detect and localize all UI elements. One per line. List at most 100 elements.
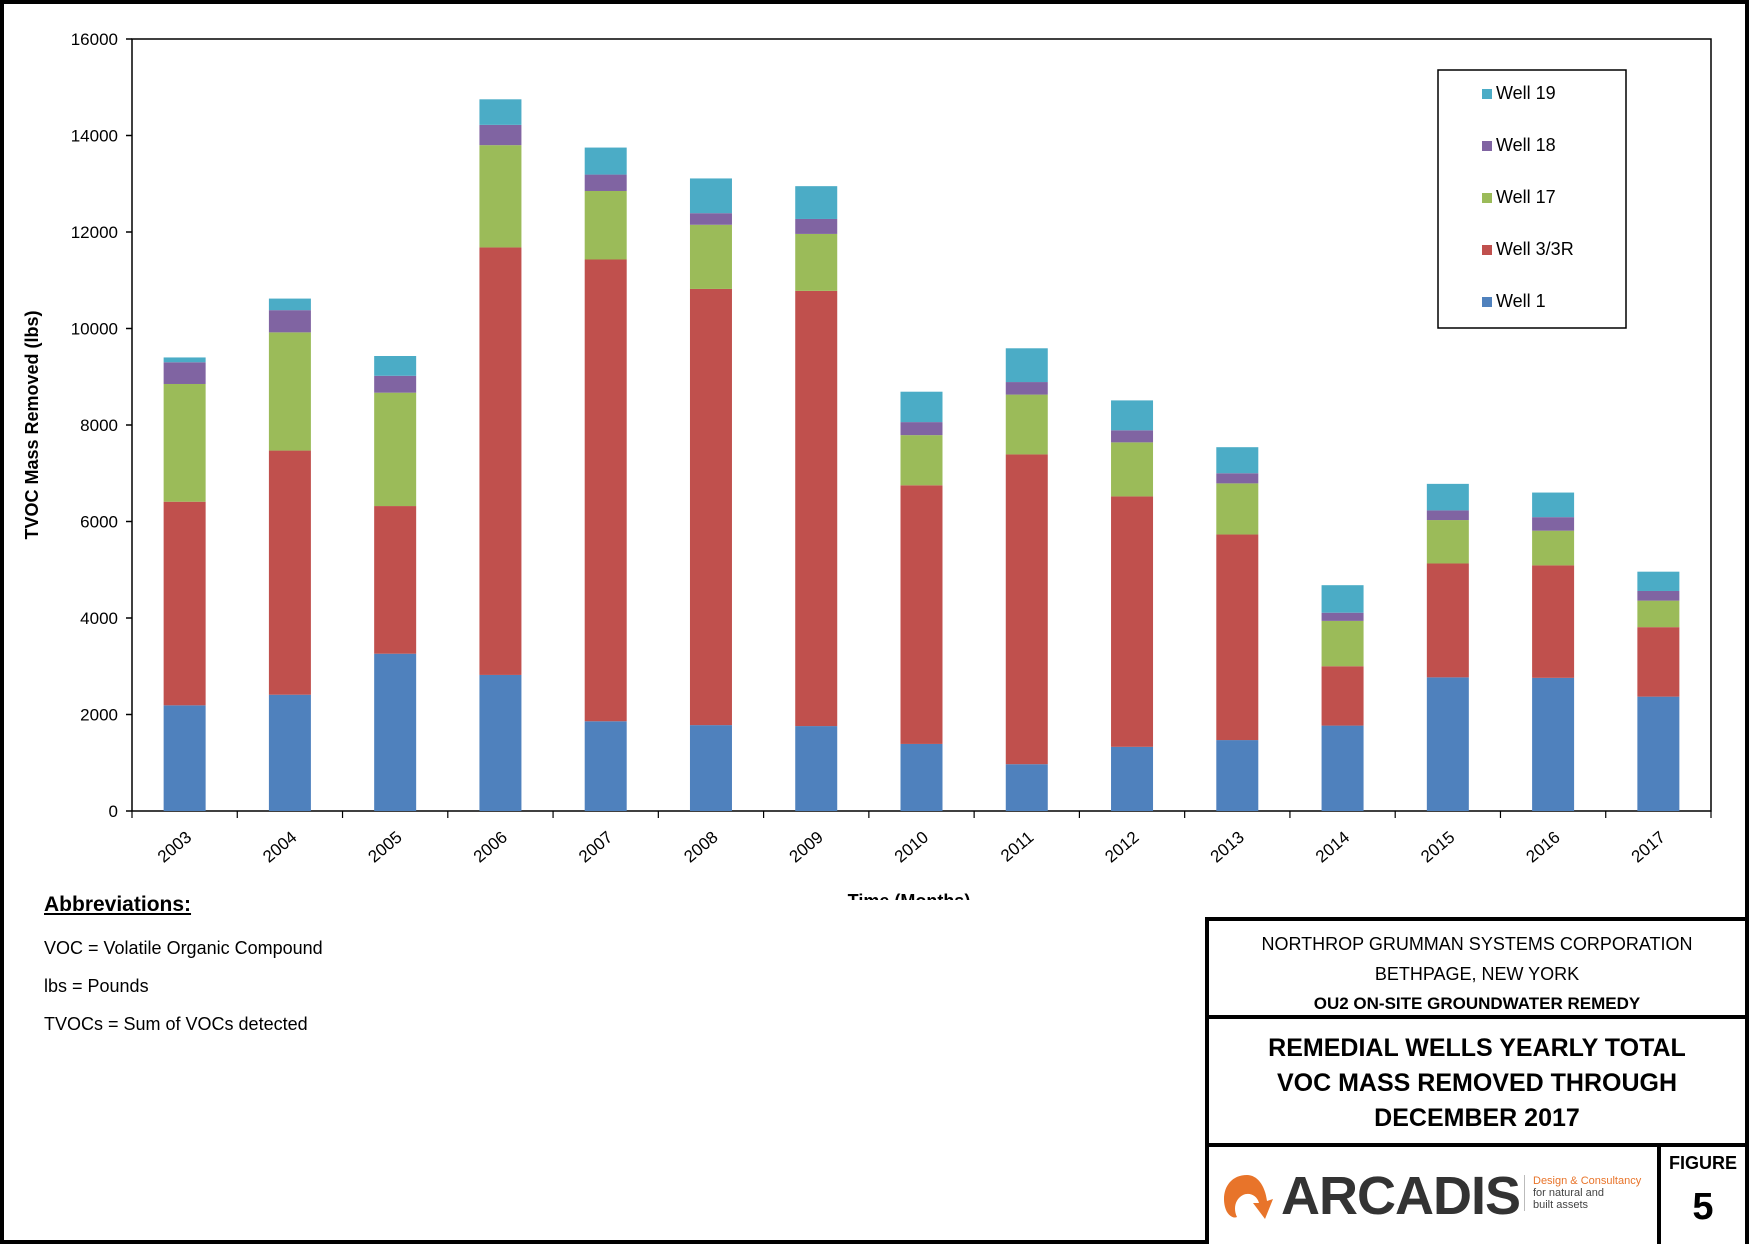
location: BETHPAGE, NEW YORK bbox=[1374, 964, 1580, 984]
y-tick-label: 0 bbox=[109, 802, 118, 821]
project-name: OU2 ON-SITE GROUNDWATER REMEDY bbox=[1313, 994, 1641, 1013]
bar-segment-well-17 bbox=[268, 332, 311, 451]
bar-segment-well-17 bbox=[374, 392, 417, 507]
bar-segment-well-1 bbox=[1005, 764, 1048, 811]
x-tick-label: 2012 bbox=[1101, 828, 1142, 867]
abbreviation-line: lbs = Pounds bbox=[44, 976, 149, 996]
figure-title-line: DECEMBER 2017 bbox=[1374, 1104, 1580, 1132]
figure-title-line: REMEDIAL WELLS YEARLY TOTAL bbox=[1268, 1034, 1686, 1062]
stacked-bar-chart: 0 2000 4000 6000 8000 10000 12000 14000 16000 TVO… bbox=[22, 30, 1712, 900]
y-tick-label: 14000 bbox=[71, 127, 118, 146]
legend-label: Well 18 bbox=[1496, 135, 1556, 155]
y-tick-label: 10000 bbox=[71, 320, 118, 339]
legend-swatch bbox=[1482, 141, 1492, 151]
bar-segment-well-18 bbox=[689, 213, 732, 225]
bar-segment-well-17 bbox=[1532, 530, 1575, 566]
bar-segment-well-3-3r bbox=[1111, 496, 1154, 747]
bar-segment-well-3-3r bbox=[689, 288, 732, 726]
title-block-header: NORTHROP GRUMMAN SYSTEMS CORPORATION BET… bbox=[1209, 921, 1745, 1019]
bar-segment-well-1 bbox=[163, 705, 206, 811]
legend-label: Well 1 bbox=[1496, 291, 1546, 311]
title-block-footer: ARCADIS Design & Consultancy for natural… bbox=[1209, 1147, 1745, 1244]
bar-segment-well-3-3r bbox=[163, 501, 206, 706]
bar-segment-well-19 bbox=[1005, 348, 1048, 383]
bar-segment-well-1 bbox=[1321, 725, 1364, 811]
bar-segment-well-17 bbox=[900, 435, 943, 486]
bar-segment-well-19 bbox=[1216, 447, 1259, 474]
bar-segment-well-3-3r bbox=[1637, 627, 1680, 697]
y-tick-label: 16000 bbox=[71, 30, 118, 49]
bar-segment-well-1 bbox=[584, 721, 627, 811]
bar-segment-well-18 bbox=[163, 362, 206, 384]
bar-segment-well-1 bbox=[1637, 696, 1680, 811]
bar-segment-well-3-3r bbox=[900, 485, 943, 744]
bar-segment-well-1 bbox=[1426, 677, 1469, 811]
bar-segment-well-19 bbox=[795, 186, 838, 219]
y-tick-label: 8000 bbox=[80, 416, 118, 435]
figure-label: FIGURE bbox=[1668, 1153, 1737, 1173]
legend-swatch bbox=[1482, 89, 1492, 99]
bar-segment-well-3-3r bbox=[1005, 454, 1048, 765]
bar-segment-well-1 bbox=[1111, 746, 1154, 811]
bar-segment-well-17 bbox=[1216, 483, 1259, 535]
bar-segment-well-19 bbox=[900, 391, 943, 423]
bar-segment-well-1 bbox=[374, 653, 417, 811]
y-tick-label: 4000 bbox=[80, 609, 118, 628]
bar-segment-well-18 bbox=[1426, 510, 1469, 521]
bar-segment-well-19 bbox=[268, 298, 311, 311]
bar-segment-well-18 bbox=[900, 422, 943, 436]
bar-segment-well-3-3r bbox=[1321, 666, 1364, 726]
bar-segment-well-18 bbox=[795, 218, 838, 234]
arcadis-mark-icon bbox=[1223, 1175, 1273, 1219]
arcadis-logo: ARCADIS Design & Consultancy for natural… bbox=[1219, 1165, 1649, 1226]
x-tick-label: 2011 bbox=[997, 828, 1037, 866]
bar-segment-well-17 bbox=[1005, 394, 1048, 455]
bar-segment-well-18 bbox=[268, 310, 311, 333]
bar-segment-well-18 bbox=[374, 375, 417, 393]
bar-segment-well-1 bbox=[900, 743, 943, 811]
bar-segment-well-19 bbox=[584, 147, 627, 175]
bar-segment-well-3-3r bbox=[268, 450, 311, 695]
bar-segment-well-1 bbox=[479, 674, 522, 811]
x-tick-label: 2007 bbox=[575, 828, 616, 867]
legend-box bbox=[1437, 69, 1627, 329]
figure-title: REMEDIAL WELLS YEARLY TOTAL VOC MASS REM… bbox=[1209, 1019, 1745, 1147]
x-tick-label: 2013 bbox=[1207, 828, 1248, 867]
logo-wordmark: ARCADIS bbox=[1281, 1166, 1521, 1226]
bar-segment-well-19 bbox=[689, 178, 732, 214]
abbreviations-heading: Abbreviations: bbox=[44, 893, 192, 916]
logo-tagline: Design & Consultancy for natural and bui… bbox=[1524, 1175, 1641, 1211]
bar-segment-well-18 bbox=[1637, 590, 1680, 601]
bar-segment-well-19 bbox=[1321, 585, 1364, 613]
bar-segment-well-18 bbox=[1321, 612, 1364, 621]
bar-segment-well-19 bbox=[1532, 492, 1575, 518]
bar-segment-well-1 bbox=[1532, 677, 1575, 811]
legend-label: Well 17 bbox=[1496, 187, 1556, 207]
x-tick-label: 2015 bbox=[1417, 828, 1458, 867]
title-block: NORTHROP GRUMMAN SYSTEMS CORPORATION BET… bbox=[1205, 917, 1745, 1244]
x-tick-label: 2005 bbox=[365, 828, 406, 867]
bar-segment-well-19 bbox=[1111, 400, 1154, 431]
y-tick-label: 12000 bbox=[71, 223, 118, 242]
x-tick-label: 2003 bbox=[154, 828, 195, 867]
bar-segment-well-18 bbox=[1005, 382, 1048, 395]
bar-segment-well-3-3r bbox=[479, 247, 522, 675]
abbreviation-line: TVOCs = Sum of VOCs detected bbox=[44, 1014, 308, 1034]
x-tick-label: 2010 bbox=[891, 828, 932, 867]
bar-segment-well-19 bbox=[374, 356, 417, 376]
x-tick-label: 2016 bbox=[1522, 828, 1563, 867]
bar-segment-well-1 bbox=[795, 726, 838, 811]
bar-segment-well-17 bbox=[795, 233, 838, 291]
bar-segment-well-3-3r bbox=[1426, 563, 1469, 678]
bar-segment-well-3-3r bbox=[374, 506, 417, 654]
bar-segment-well-17 bbox=[1111, 442, 1154, 497]
x-tick-label: 2014 bbox=[1312, 828, 1353, 867]
bar-segment-well-17 bbox=[689, 224, 732, 289]
x-tick-label: 2006 bbox=[470, 828, 511, 867]
bar-segment-well-1 bbox=[1216, 740, 1259, 811]
figure-title-line: VOC MASS REMOVED THROUGH bbox=[1276, 1069, 1678, 1097]
y-tick-label: 6000 bbox=[80, 513, 118, 532]
bar-segment-well-17 bbox=[584, 190, 627, 260]
bar-segment-well-17 bbox=[1426, 520, 1469, 564]
legend-swatch bbox=[1482, 297, 1492, 307]
